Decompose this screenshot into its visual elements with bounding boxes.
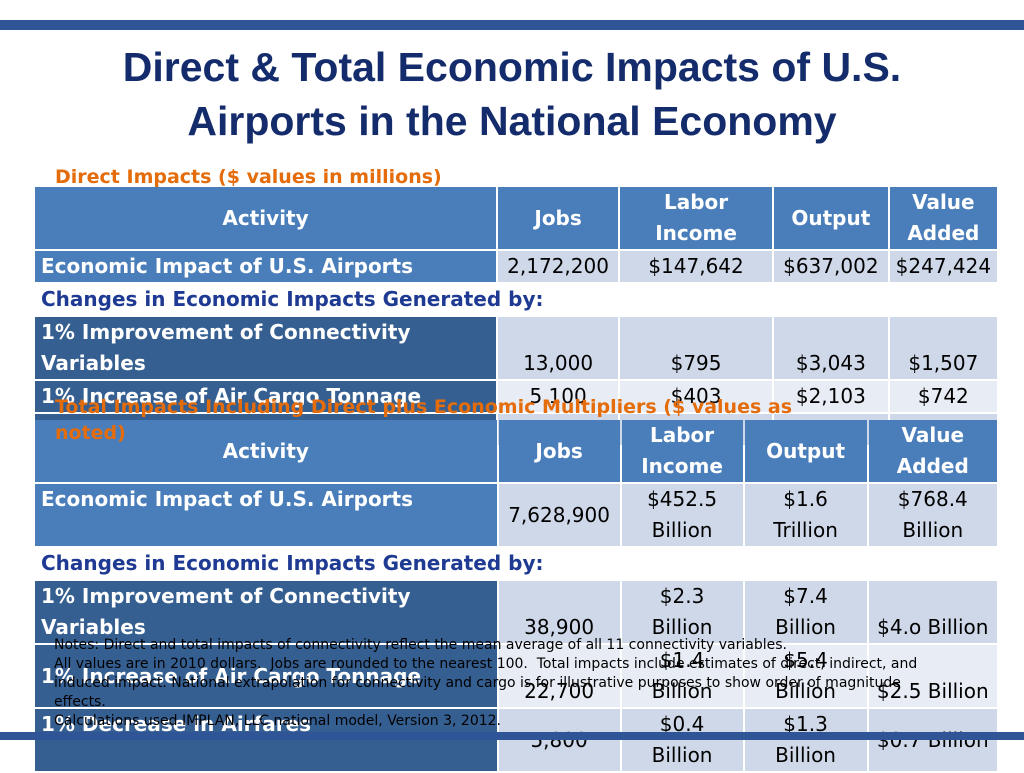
- cell-labor-income: $147,642: [620, 251, 772, 282]
- top-accent-bar: [0, 20, 1024, 30]
- cell-output: $2,103: [774, 381, 888, 412]
- header-labor-income: Labor Income: [621, 420, 743, 482]
- header-jobs: Jobs: [498, 420, 620, 482]
- cell-jobs: 38,900: [498, 581, 620, 643]
- cell-value-added: $1,507: [889, 317, 997, 379]
- note-line: Calculations used IMPLAN, LLC national m…: [54, 713, 502, 729]
- cell-value-added: $4.o Billion: [868, 581, 997, 643]
- table-row: 1% Increase of Air Cargo Tonnage 5,100 $…: [35, 381, 997, 412]
- cell-value-added: $247,424: [889, 251, 997, 282]
- cell-jobs: 7,628,900: [498, 484, 620, 546]
- bottom-accent-bar: [0, 732, 1024, 740]
- cell-output: $5.4 Billion: [744, 645, 867, 707]
- changes-label: Changes in Economic Impacts Generated by…: [35, 548, 997, 579]
- header-value-added: Value Added: [868, 420, 997, 482]
- total-impacts-subtitle: Total Impacts Including Direct plus Econ…: [55, 396, 793, 444]
- cell-value-added: $2.5 Billion: [868, 645, 997, 707]
- cell-jobs: 13,000: [498, 317, 619, 379]
- row-label: Economic Impact of U.S. Airports: [35, 484, 497, 546]
- header-activity: Activity: [35, 420, 497, 482]
- cell-jobs: 22,700: [498, 645, 620, 707]
- header-activity: Activity: [35, 187, 497, 249]
- direct-changes-label-row: Changes in Economic Impacts Generated by…: [35, 284, 997, 315]
- cell-labor-income: $403: [620, 381, 772, 412]
- cell-output: $1.3 Billion: [744, 709, 867, 771]
- cell-jobs: 2,172,200: [498, 251, 619, 282]
- cell-value-added: $768.4 Billion: [868, 484, 997, 546]
- row-label: Economic Impact of U.S. Airports: [35, 251, 497, 282]
- cell-value-added: $742: [889, 381, 997, 412]
- cell-jobs: 5,800: [498, 709, 620, 771]
- cell-labor-income: $1.4 Billion: [621, 645, 743, 707]
- row-label: 1% Improvement of Connectivity Variables: [35, 581, 497, 643]
- total-header-row: Activity Jobs Labor Income Output Value …: [35, 420, 997, 482]
- direct-impact-row: Economic Impact of U.S. Airports 2,172,2…: [35, 251, 997, 282]
- row-label: 1% Increase of Air Cargo Tonnage: [35, 645, 497, 707]
- table-row: 1% Improvement of Connectivity Variables…: [35, 581, 997, 643]
- header-output: Output: [744, 420, 867, 482]
- note-line: All values are in 2010 dollars. Jobs are…: [54, 656, 922, 710]
- cell-output: $7.4 Billion: [744, 581, 867, 643]
- cell-output: $3,043: [774, 317, 888, 379]
- cell-output: $1.6 Trillion: [744, 484, 867, 546]
- row-label: 1% Decrease in Airfares: [35, 709, 497, 771]
- table-row: 1% Decrease in Airfares 5,800 $0.4 Billi…: [35, 709, 997, 771]
- direct-impacts-subtitle: Direct Impacts ($ values in millions): [55, 166, 442, 188]
- cell-labor-income: $0.4 Billion: [621, 709, 743, 771]
- page-title: Direct & Total Economic Impacts of U.S. …: [122, 44, 902, 144]
- cell-jobs: 5,100: [498, 381, 619, 412]
- total-impact-row: Economic Impact of U.S. Airports 7,628,9…: [35, 484, 997, 546]
- header-labor-income: Labor Income: [620, 187, 772, 249]
- table-row: 1% Improvement of Connectivity Variables…: [35, 317, 997, 379]
- table-row: 1% Increase of Air Cargo Tonnage 22,700 …: [35, 645, 997, 707]
- row-label: 1% Increase of Air Cargo Tonnage: [35, 381, 497, 412]
- note-line: Notes: Direct and total impacts of conne…: [54, 637, 787, 653]
- header-value-added: Value Added: [889, 187, 997, 249]
- total-impacts-table: Activity Jobs Labor Income Output Value …: [33, 418, 999, 773]
- header-jobs: Jobs: [498, 187, 619, 249]
- cell-labor-income: $795: [620, 317, 772, 379]
- changes-label: Changes in Economic Impacts Generated by…: [35, 284, 997, 315]
- cell-output: $637,002: [774, 251, 888, 282]
- row-label: 1% Improvement of Connectivity Variables: [35, 317, 497, 379]
- cell-labor-income: $452.5 Billion: [621, 484, 743, 546]
- header-output: Output: [774, 187, 888, 249]
- total-changes-label-row: Changes in Economic Impacts Generated by…: [35, 548, 997, 579]
- direct-header-row: Activity Jobs Labor Income Output Value …: [35, 187, 997, 249]
- cell-labor-income: $2.3 Billion: [621, 581, 743, 643]
- footnotes: Notes: Direct and total impacts of conne…: [54, 636, 934, 731]
